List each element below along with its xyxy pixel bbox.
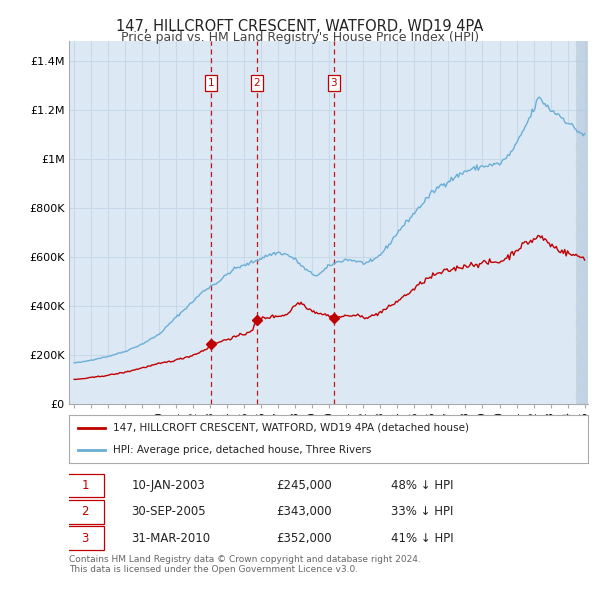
Text: £245,000: £245,000 (277, 479, 332, 492)
Text: 33% ↓ HPI: 33% ↓ HPI (391, 505, 453, 519)
Text: HPI: Average price, detached house, Three Rivers: HPI: Average price, detached house, Thre… (113, 445, 371, 455)
Text: 1: 1 (208, 78, 214, 88)
Text: 30-SEP-2005: 30-SEP-2005 (131, 505, 206, 519)
Text: Price paid vs. HM Land Registry's House Price Index (HPI): Price paid vs. HM Land Registry's House … (121, 31, 479, 44)
FancyBboxPatch shape (67, 526, 104, 550)
Text: 3: 3 (330, 78, 337, 88)
Text: This data is licensed under the Open Government Licence v3.0.: This data is licensed under the Open Gov… (69, 565, 358, 573)
Text: 2: 2 (254, 78, 260, 88)
FancyBboxPatch shape (67, 474, 104, 497)
Text: £343,000: £343,000 (277, 505, 332, 519)
Text: £352,000: £352,000 (277, 532, 332, 545)
Text: 31-MAR-2010: 31-MAR-2010 (131, 532, 211, 545)
Text: 147, HILLCROFT CRESCENT, WATFORD, WD19 4PA: 147, HILLCROFT CRESCENT, WATFORD, WD19 4… (116, 19, 484, 34)
Text: 3: 3 (82, 532, 89, 545)
Text: 1: 1 (82, 479, 89, 492)
Text: 147, HILLCROFT CRESCENT, WATFORD, WD19 4PA (detached house): 147, HILLCROFT CRESCENT, WATFORD, WD19 4… (113, 423, 469, 433)
Text: 10-JAN-2003: 10-JAN-2003 (131, 479, 205, 492)
Text: 41% ↓ HPI: 41% ↓ HPI (391, 532, 454, 545)
Text: Contains HM Land Registry data © Crown copyright and database right 2024.: Contains HM Land Registry data © Crown c… (69, 555, 421, 563)
Text: 2: 2 (82, 505, 89, 519)
Text: 48% ↓ HPI: 48% ↓ HPI (391, 479, 453, 492)
FancyBboxPatch shape (67, 500, 104, 524)
